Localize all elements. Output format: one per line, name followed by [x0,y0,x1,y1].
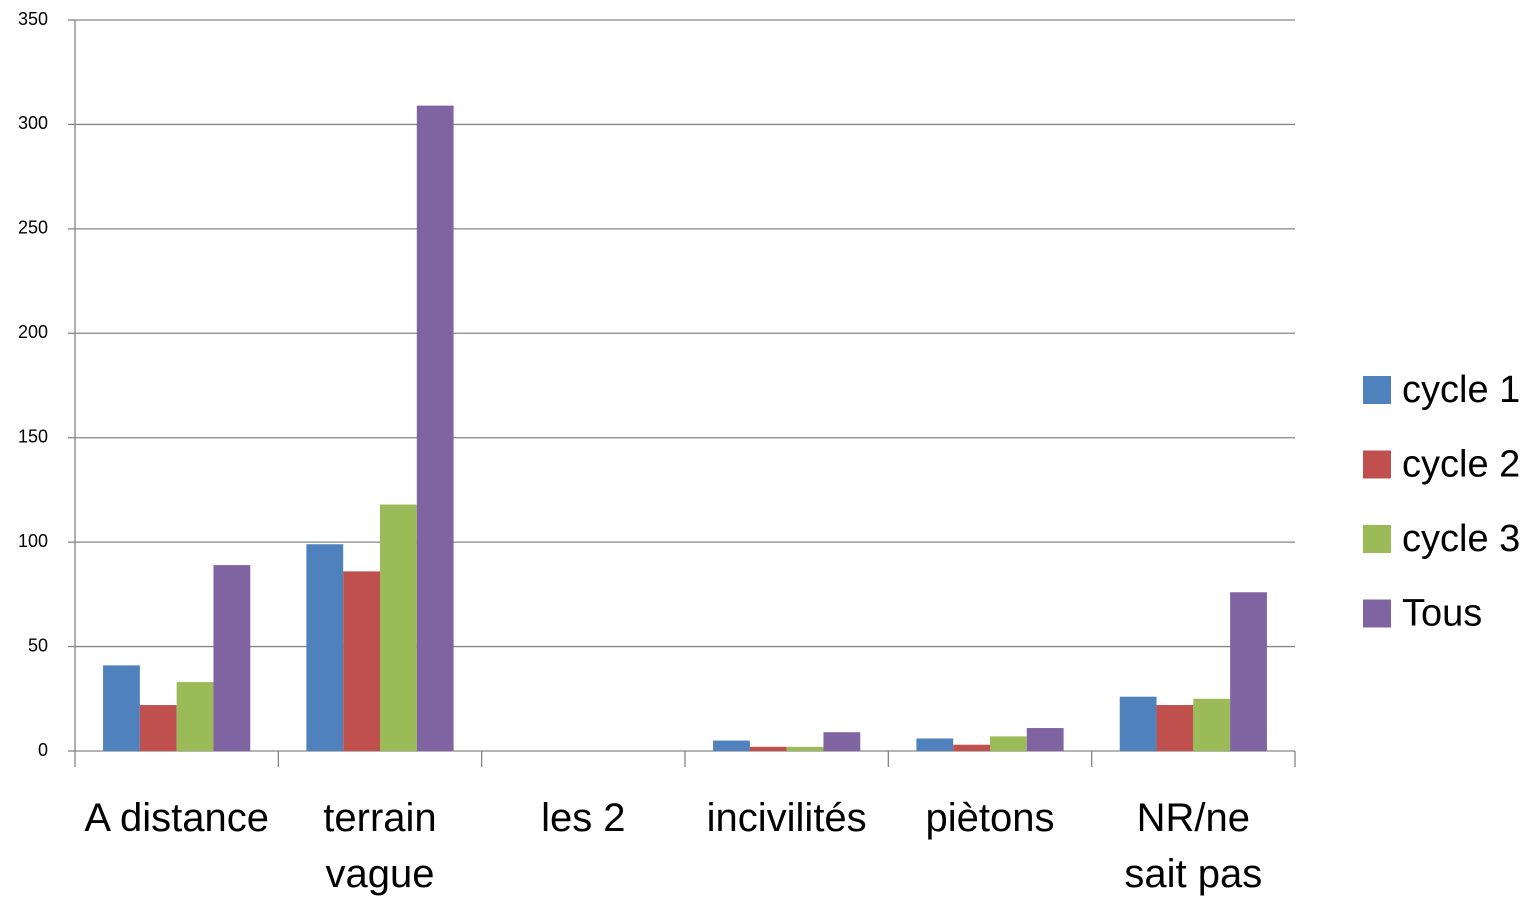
y-tick-label: 0 [38,740,48,760]
bar [823,732,861,751]
y-tick-label: 100 [18,531,48,551]
legend-swatch [1363,376,1391,404]
bar [343,571,380,751]
legend-swatch [1363,599,1391,628]
legend-label: cycle 2 [1402,444,1520,486]
x-tick-label: A distance [84,796,269,840]
y-tick-label: 250 [18,218,48,238]
y-tick-label: 150 [18,426,48,446]
legend-label: cycle 1 [1402,369,1520,411]
bar [749,746,787,751]
y-tick-label: 300 [18,113,48,133]
x-tick-label: terrain vague [323,796,437,896]
bar [990,736,1027,751]
bar [1026,728,1064,751]
x-tick-label: piètons [925,796,1055,840]
bar [1230,592,1267,751]
x-tick-label: les 2 [541,796,626,840]
bar [380,504,417,751]
bar [916,738,954,751]
bar [1193,698,1231,751]
legend-swatch [1363,525,1391,553]
bar [306,544,344,751]
bar [953,744,990,751]
legend-label: cycle 3 [1402,518,1520,560]
bar [213,565,251,751]
legend-label: Tous [1402,593,1482,635]
bar [1119,696,1157,751]
x-tick-label: incivilités [706,796,867,840]
bar [1156,705,1194,751]
x-tick-label: NR/ne sait pas [1124,796,1263,896]
y-tick-label: 350 [18,9,48,29]
y-tick-label: 200 [18,322,48,342]
bar [139,705,177,751]
legend-swatch [1363,450,1391,479]
bar [103,665,140,751]
bar [786,746,824,751]
bar [713,740,750,751]
y-tick-label: 50 [28,635,48,655]
bar [176,682,214,751]
bar [416,105,454,752]
